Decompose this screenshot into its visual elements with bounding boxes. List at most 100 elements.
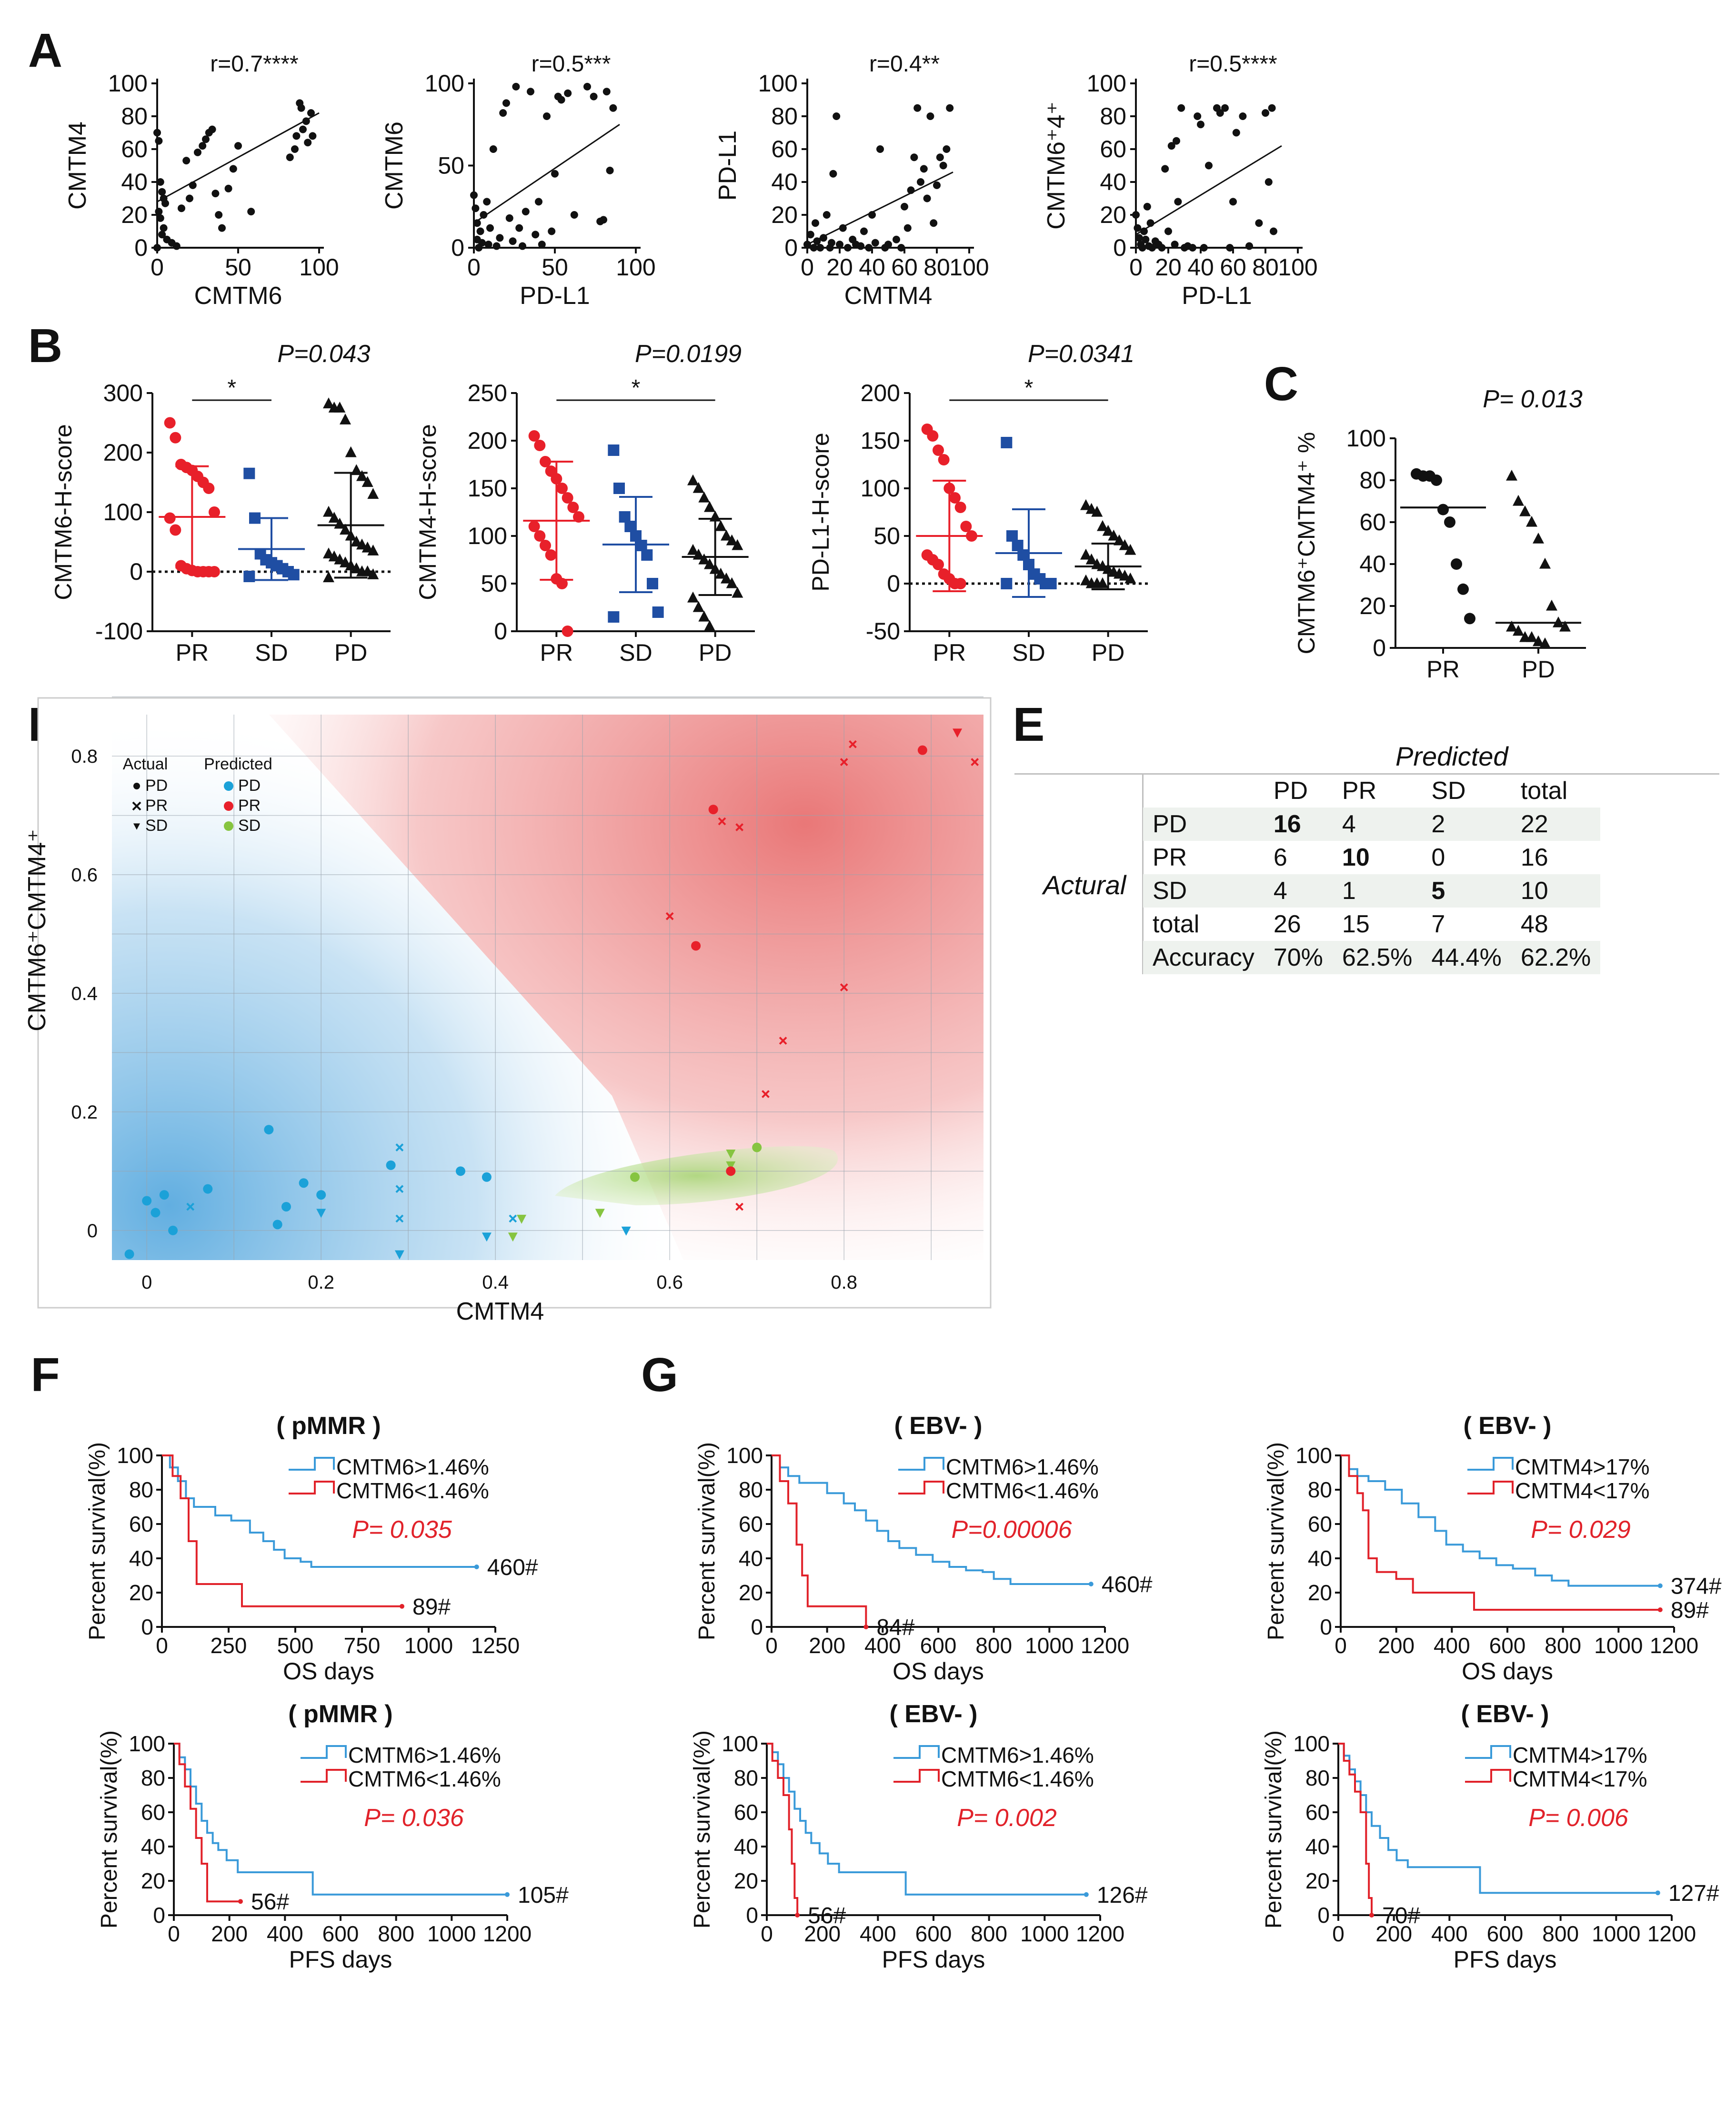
data-point <box>836 241 843 249</box>
curve-end-label: 127# <box>1668 1881 1719 1906</box>
data-point <box>186 194 193 202</box>
table-cell: 10 <box>1511 874 1601 908</box>
legend-label: CMTM6<1.46% <box>348 1767 501 1791</box>
data-point <box>1140 227 1148 235</box>
data-point <box>726 577 738 588</box>
data-point <box>1119 539 1131 550</box>
data-point <box>316 1209 326 1218</box>
censor-mark <box>1657 1583 1663 1588</box>
data-point <box>570 211 578 219</box>
data-point <box>158 188 166 196</box>
data-point <box>215 211 223 219</box>
x-tick-label: 600 <box>322 1921 359 1946</box>
legend-line <box>1467 1481 1514 1494</box>
table-cell: 6 <box>1273 844 1287 871</box>
y-tick-label: 80 <box>121 103 148 130</box>
data-point <box>857 242 865 250</box>
data-point <box>509 237 517 245</box>
fit-line <box>157 112 320 202</box>
y-tick-label: 0 <box>134 234 148 261</box>
table-cell: 22 <box>1511 808 1601 841</box>
data-point <box>456 1166 465 1176</box>
data-point <box>532 231 540 239</box>
x-tick-label: 750 <box>344 1633 381 1658</box>
data-point <box>202 135 210 143</box>
data-point <box>492 242 501 250</box>
chart-title: ( pMMR ) <box>288 1700 392 1728</box>
data-point <box>545 549 557 561</box>
table-cell: 48 <box>1520 910 1548 938</box>
y-axis-label: PD-L1-H-score <box>807 433 834 591</box>
y-tick-label: 80 <box>1100 103 1126 130</box>
y-axis-label: CMTM4-H-score <box>414 424 441 600</box>
region-green <box>555 1146 838 1205</box>
data-point <box>334 402 346 413</box>
x-tick-label: 1200 <box>1081 1633 1129 1658</box>
data-point <box>1001 437 1013 448</box>
y-tick-label: 80 <box>739 1477 763 1502</box>
data-point <box>1539 637 1551 648</box>
data-point <box>1546 599 1557 611</box>
data-point <box>153 129 161 137</box>
data-point <box>1167 142 1175 150</box>
y-tick-label: 0 <box>130 558 143 585</box>
data-point <box>1143 202 1151 211</box>
data-point <box>943 145 951 153</box>
data-point <box>1245 242 1253 250</box>
curve-end-label: 89# <box>1671 1598 1709 1623</box>
data-point <box>903 224 912 232</box>
data-point <box>726 1149 736 1159</box>
panel-label-B: B <box>28 319 62 373</box>
y-axis-label: CMTM6⁺CMTM4⁺ % <box>1293 432 1320 655</box>
data-point <box>243 571 255 582</box>
km-curve <box>767 1743 799 1915</box>
censor-mark <box>238 1899 243 1904</box>
curve-end-label: 84# <box>876 1615 914 1640</box>
data-point <box>517 1214 527 1224</box>
data-point <box>297 104 305 112</box>
data-point <box>395 1214 404 1223</box>
data-point <box>562 492 573 504</box>
data-point <box>609 104 617 112</box>
data-point <box>917 745 927 755</box>
table-header-row: PD PR SD total <box>1143 774 1600 808</box>
x-tick-label: SD <box>1012 639 1045 666</box>
panel-label-A: A <box>28 24 62 77</box>
data-point <box>557 96 565 104</box>
curve-end-label: 105# <box>518 1883 569 1908</box>
x-tick-label: 0 <box>1335 1633 1347 1658</box>
x-tick-label: 800 <box>378 1921 414 1946</box>
curve-end-label: 460# <box>487 1555 538 1580</box>
data-point <box>151 1208 161 1218</box>
km-curve <box>162 1454 402 1607</box>
data-point <box>1431 474 1442 486</box>
data-point <box>930 219 938 227</box>
x-tick-label: 200 <box>1375 1921 1412 1946</box>
data-point <box>708 805 718 815</box>
data-point <box>386 1160 396 1170</box>
y-tick-label: 80 <box>1359 467 1386 494</box>
legend-label: CMTM6>1.46% <box>946 1454 1099 1479</box>
x-tick-label: 50 <box>542 254 568 281</box>
data-point <box>534 440 546 451</box>
x-tick-label: 400 <box>1434 1633 1470 1658</box>
data-point <box>938 454 950 465</box>
x-tick-label: 80 <box>1252 254 1279 281</box>
y-axis-label: CMTM4 <box>64 121 91 210</box>
y-tick-label: 40 <box>141 1834 165 1859</box>
x-tick-label: PR <box>933 639 966 666</box>
y-tick-label: 60 <box>1100 136 1126 162</box>
x-tick-label: 60 <box>1220 254 1246 281</box>
data-point <box>340 524 351 535</box>
data-point <box>286 153 294 162</box>
x-axis-label: PFS days <box>289 1946 392 1973</box>
dotplot-B1: -100 0 100 200 300 PR SD PD * P=0.043 CMTM6-H-scor… <box>50 340 391 666</box>
table-row: PR 6 10 0 16 <box>1143 841 1600 874</box>
x-tick-label: 200 <box>809 1633 845 1658</box>
data-point <box>156 178 164 186</box>
data-point <box>367 568 379 579</box>
y-tick-label: 60 <box>771 136 798 162</box>
y-tick-label: 100 <box>722 1731 758 1756</box>
data-point <box>1437 504 1449 515</box>
data-point <box>893 235 900 243</box>
